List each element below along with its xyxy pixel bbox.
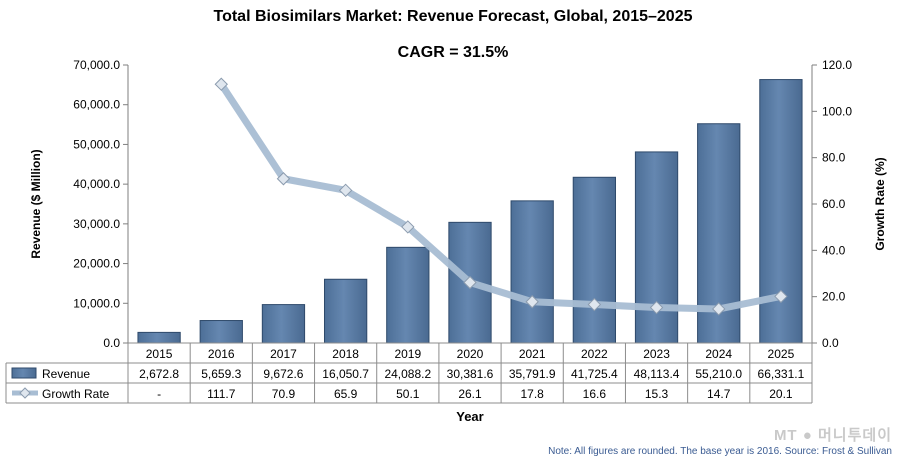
x-tick-label: 2025	[768, 347, 795, 361]
x-axis-title: Year	[456, 409, 483, 424]
growth-value-label: 16.6	[583, 387, 607, 401]
revenue-value-label: 30,381.6	[447, 367, 494, 381]
left-tick-label: 10,000.0	[73, 296, 120, 310]
growth-value-label: 14.7	[707, 387, 731, 401]
growth-value-label: 17.8	[521, 387, 545, 401]
y-axis-title: Revenue ($ Million)	[29, 149, 43, 258]
growth-point-2020	[463, 275, 477, 290]
legend-label-revenue: Revenue	[42, 367, 90, 381]
bar-2018	[323, 278, 368, 344]
right-tick-label: 20.0	[822, 290, 846, 304]
revenue-value-label: 9,672.6	[263, 367, 303, 381]
revenue-value-label: 66,331.1	[758, 367, 805, 381]
x-tick-label: 2023	[643, 347, 670, 361]
right-tick-label: 0.0	[822, 336, 839, 350]
cagr-subtitle: CAGR = 31.5%	[397, 44, 509, 61]
left-tick-label: 60,000.0	[73, 98, 120, 112]
revenue-value-label: 16,050.7	[322, 367, 369, 381]
x-tick-label: 2022	[581, 347, 608, 361]
growth-value-label: 20.1	[769, 387, 793, 401]
revenue-value-label: 2,672.8	[139, 367, 179, 381]
x-tick-label: 2024	[705, 347, 732, 361]
right-tick-label: 80.0	[822, 151, 846, 165]
left-tick-label: 70,000.0	[73, 58, 120, 72]
growth-point-2016	[214, 77, 228, 91]
growth-point-2018	[338, 183, 353, 198]
bar-2015	[137, 331, 181, 344]
bar-2022	[572, 176, 617, 344]
bar-2021	[510, 200, 554, 344]
growth-point-2021	[525, 295, 539, 309]
growth-value-label: 65.9	[334, 387, 358, 401]
legend-key-growth-marker	[19, 387, 31, 399]
right-tick-label: 60.0	[822, 197, 846, 211]
growth-value-label: 50.1	[396, 387, 420, 401]
bar-2017	[261, 304, 306, 344]
x-tick-label: 2015	[146, 347, 173, 361]
revenue-value-label: 24,088.2	[384, 367, 431, 381]
left-tick-label: 0.0	[103, 336, 120, 350]
growth-point-2023	[649, 300, 664, 315]
right-tick-label: 100.0	[822, 104, 852, 118]
bar-2016	[199, 320, 243, 344]
revenue-value-label: 5,659.3	[201, 367, 241, 381]
growth-rate-line	[217, 80, 785, 313]
bar-2019	[386, 246, 430, 344]
revenue-value-label: 48,113.4	[634, 367, 680, 381]
revenue-value-label: 55,210.0	[695, 367, 742, 381]
growth-value-label: 15.3	[645, 387, 669, 401]
left-tick-label: 20,000.0	[73, 257, 120, 271]
growth-value-label: -	[157, 387, 161, 401]
x-tick-label: 2021	[519, 347, 546, 361]
x-tick-label: 2016	[208, 347, 235, 361]
source-note: Note: All figures are rounded. The base …	[548, 446, 892, 457]
growth-point-2022	[587, 297, 602, 312]
left-tick-label: 50,000.0	[73, 137, 120, 151]
watermark-logo: MT ● 머니투데이	[773, 427, 892, 444]
growth-value-label: 26.1	[458, 387, 482, 401]
growth-point-2019	[401, 220, 415, 234]
right-tick-label: 40.0	[822, 243, 846, 257]
x-tick-label: 2019	[394, 347, 421, 361]
x-tick-label: 2020	[457, 347, 484, 361]
revenue-value-label: 41,725.4	[571, 367, 618, 381]
legend-label-growth: Growth Rate	[42, 387, 110, 401]
legend-key-revenue	[11, 367, 37, 379]
growth-point-2025	[774, 289, 788, 304]
growth-point-2017	[276, 172, 291, 186]
left-tick-label: 40,000.0	[73, 177, 120, 191]
growth-value-label: 111.7	[207, 387, 236, 401]
x-tick-label: 2017	[270, 347, 297, 361]
growth-point-2024	[712, 302, 726, 316]
x-tick-label: 2018	[332, 347, 359, 361]
growth-value-label: 70.9	[272, 387, 296, 401]
left-tick-label: 30,000.0	[73, 217, 120, 231]
bar-2025	[759, 79, 803, 344]
bar-2023	[634, 151, 679, 344]
revenue-value-label: 35,791.9	[509, 367, 556, 381]
chart-title: Total Biosimilars Market: Revenue Foreca…	[213, 8, 693, 25]
y-axis-right-title: Growth Rate (%)	[873, 157, 887, 250]
right-tick-label: 120.0	[822, 58, 852, 72]
